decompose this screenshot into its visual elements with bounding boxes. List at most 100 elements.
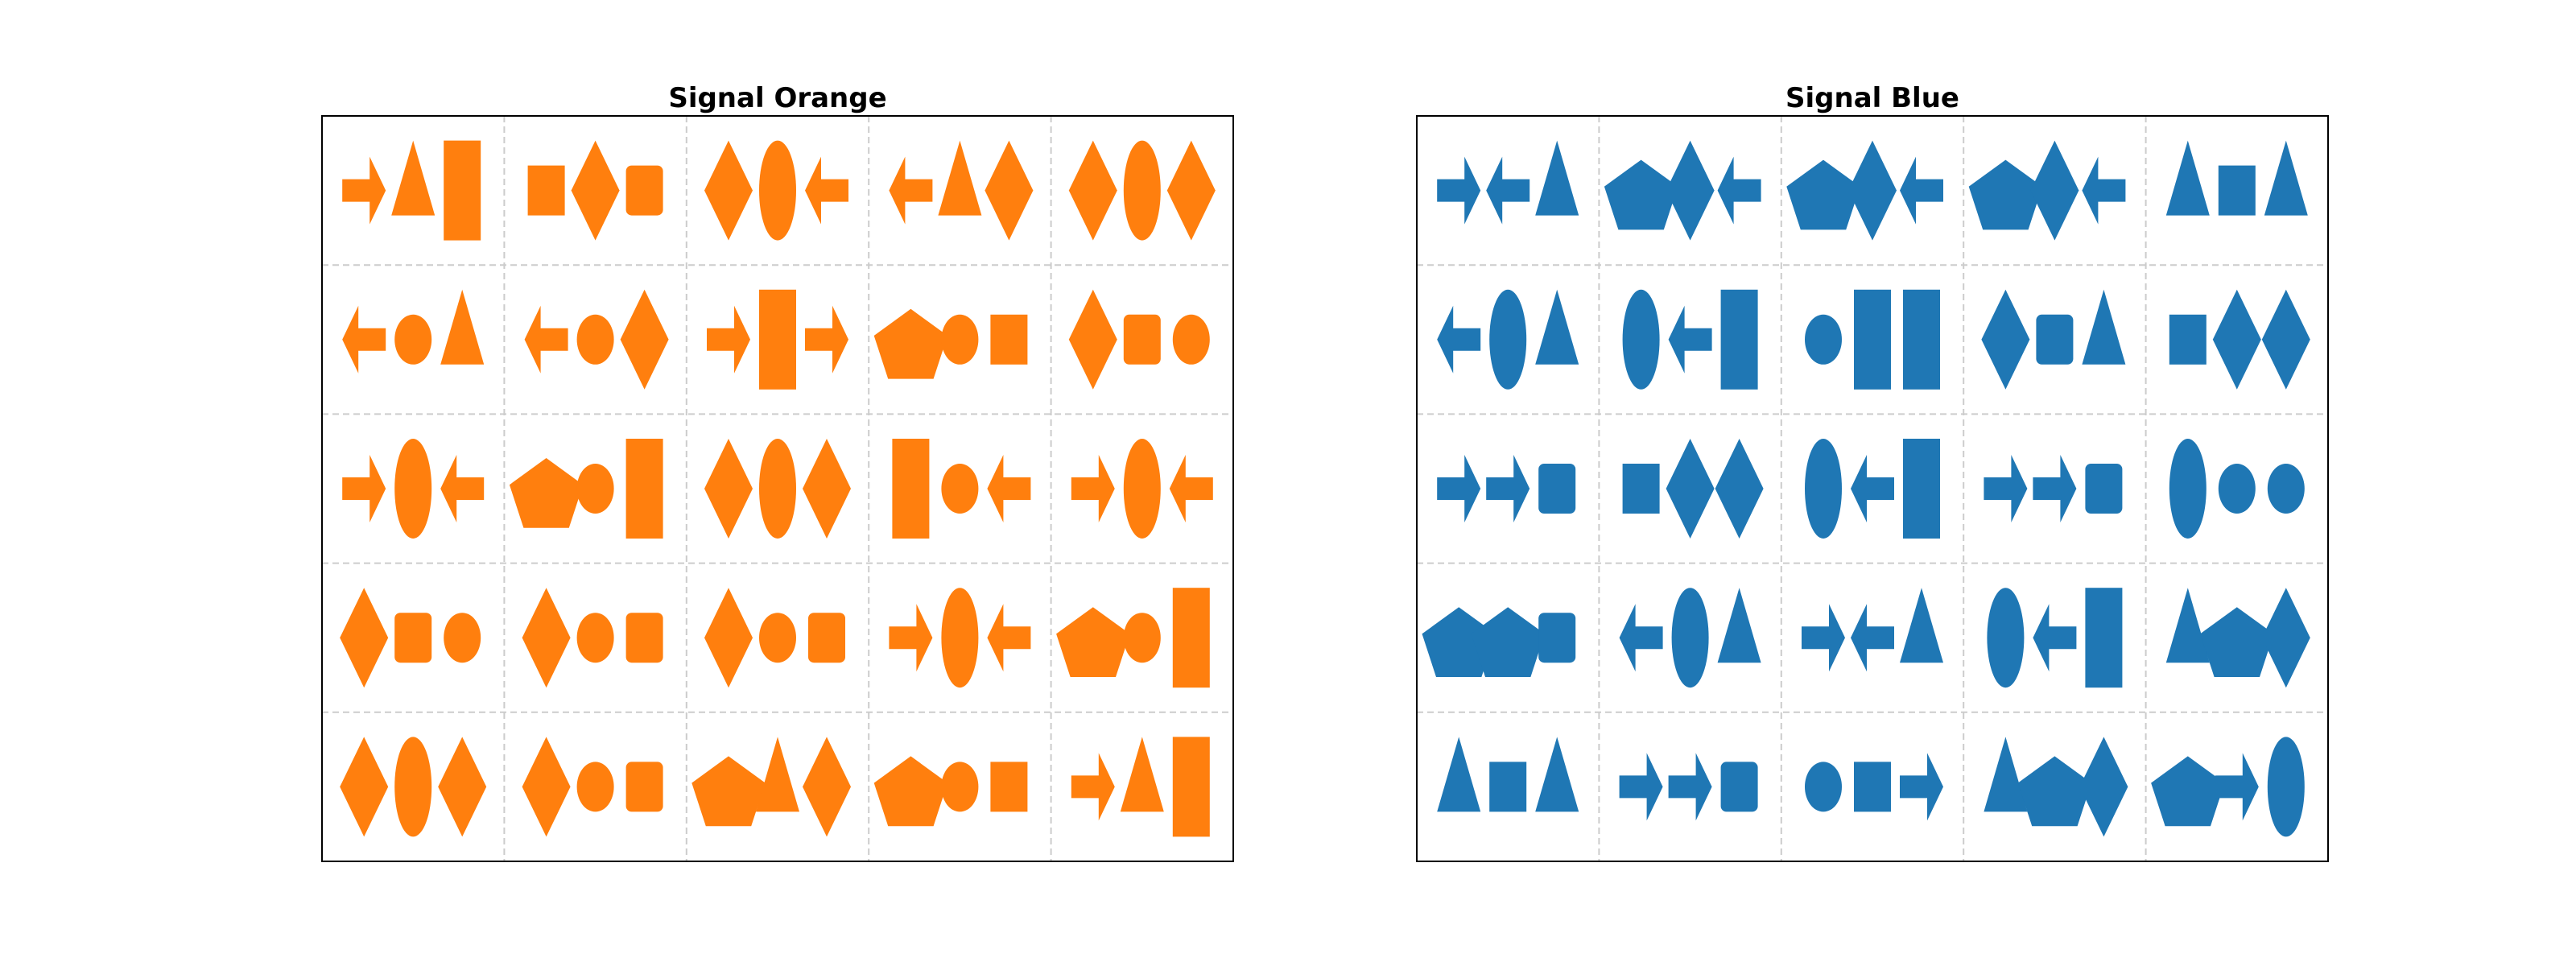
diamond-shape: [985, 140, 1034, 241]
grid-cell: [342, 140, 481, 241]
grid-cell: [1805, 753, 1943, 821]
ellipse-shape: [1123, 140, 1161, 241]
grid-cell: [1071, 737, 1210, 837]
arrow-left-shape: [1717, 156, 1761, 225]
grid-cell: [1622, 439, 1764, 539]
square-shape: [2169, 314, 2207, 365]
arrow-left-shape: [440, 455, 485, 522]
circle-shape: [2267, 464, 2305, 514]
grid-cell: [1805, 439, 1940, 539]
grid-cell: [340, 737, 487, 837]
grid-cell: [1437, 140, 1579, 225]
grid-cell: [2151, 737, 2305, 837]
circle-shape: [576, 613, 614, 663]
square-shape: [1489, 762, 1527, 812]
circle-shape: [1123, 613, 1161, 663]
circle-shape: [1805, 314, 1842, 365]
circle-shape: [941, 464, 979, 514]
arrow-left-shape: [342, 305, 386, 374]
arrow-left-shape: [524, 305, 568, 374]
tall-rectangle-shape: [444, 140, 481, 241]
square-shape: [990, 762, 1028, 812]
arrow-right-shape: [889, 604, 933, 672]
rounded-rectangle-shape: [625, 762, 663, 812]
diamond-shape: [620, 289, 669, 390]
ellipse-shape: [1671, 588, 1709, 688]
diamond-shape: [2212, 289, 2261, 390]
panel-signal-blue: [1416, 115, 2329, 862]
triangle-shape: [440, 289, 485, 365]
diamond-shape: [1715, 439, 1764, 539]
arrow-left-shape: [889, 156, 933, 225]
rounded-rectangle-shape: [2036, 314, 2074, 365]
grid-cell: [2165, 588, 2310, 688]
panel-frame: [1416, 115, 2329, 862]
tall-rectangle-shape: [1172, 588, 1210, 688]
triangle-shape: [1535, 140, 1579, 216]
diamond-shape: [803, 737, 851, 837]
grid-cell: [1984, 455, 2123, 522]
diamond-shape: [522, 737, 571, 837]
arrow-left-shape: [805, 156, 848, 225]
grid-cell: [1437, 737, 1579, 812]
arrow-right-shape: [1900, 753, 1943, 821]
tall-rectangle-shape: [1903, 289, 1940, 390]
circle-shape: [941, 762, 979, 812]
arrow-left-shape: [2033, 604, 2077, 672]
panel-title-signal-blue: Signal Blue: [1785, 82, 1959, 114]
pentagon-shape: [509, 458, 584, 528]
grid-cell: [342, 289, 485, 374]
diamond-shape: [704, 588, 753, 688]
ellipse-shape: [759, 140, 796, 241]
diamond-shape: [1848, 140, 1897, 241]
pentagon-shape: [1422, 607, 1496, 677]
square-shape: [1622, 464, 1660, 514]
arrow-right-shape: [1802, 604, 1845, 672]
diamond-shape: [1666, 140, 1715, 241]
triangle-shape: [2165, 140, 2210, 216]
rounded-rectangle-shape: [1538, 613, 1576, 663]
diamond-shape: [571, 140, 620, 241]
grid-cell: [704, 588, 845, 688]
diamond-shape: [1068, 289, 1117, 390]
grid-cell: [1984, 737, 2128, 837]
triangle-shape: [1984, 737, 2028, 812]
grid-cell: [889, 588, 1031, 688]
grid-cell: [527, 140, 663, 241]
circle-shape: [2218, 464, 2256, 514]
panel-frame: [321, 115, 1234, 862]
triangle-shape: [1717, 588, 1761, 663]
grid-cell: [1604, 140, 1761, 241]
pentagon-shape: [2017, 756, 2092, 827]
pentagon-shape: [2151, 756, 2225, 827]
diamond-shape: [2030, 140, 2079, 241]
grid-cell: [522, 737, 663, 837]
rounded-rectangle-shape: [1720, 762, 1758, 812]
grid-cell: [342, 439, 485, 539]
tall-rectangle-shape: [1903, 439, 1940, 539]
arrow-left-shape: [1668, 305, 1712, 374]
square-shape: [2218, 165, 2256, 216]
square-shape: [1854, 762, 1891, 812]
arrow-right-shape: [1668, 753, 1712, 821]
pentagon-shape: [1056, 607, 1130, 677]
grid-cell: [1068, 140, 1216, 241]
arrow-left-shape: [2082, 156, 2126, 225]
diamond-shape: [1166, 140, 1216, 241]
arrow-left-shape: [1619, 604, 1663, 672]
ellipse-shape: [1489, 289, 1527, 390]
grid-cell: [2169, 289, 2310, 390]
circle-shape: [576, 762, 614, 812]
arrow-right-shape: [707, 305, 750, 374]
arrow-right-shape: [2033, 455, 2077, 522]
arrow-left-shape: [1437, 305, 1481, 374]
tall-rectangle-shape: [1172, 737, 1210, 837]
grid-cell: [1071, 439, 1213, 539]
grid-cell: [704, 439, 851, 539]
pentagon-shape: [2200, 607, 2274, 677]
triangle-shape: [1900, 588, 1943, 663]
pentagon-shape: [691, 756, 766, 827]
grid-cell: [704, 140, 848, 241]
diamond-shape: [803, 439, 851, 539]
